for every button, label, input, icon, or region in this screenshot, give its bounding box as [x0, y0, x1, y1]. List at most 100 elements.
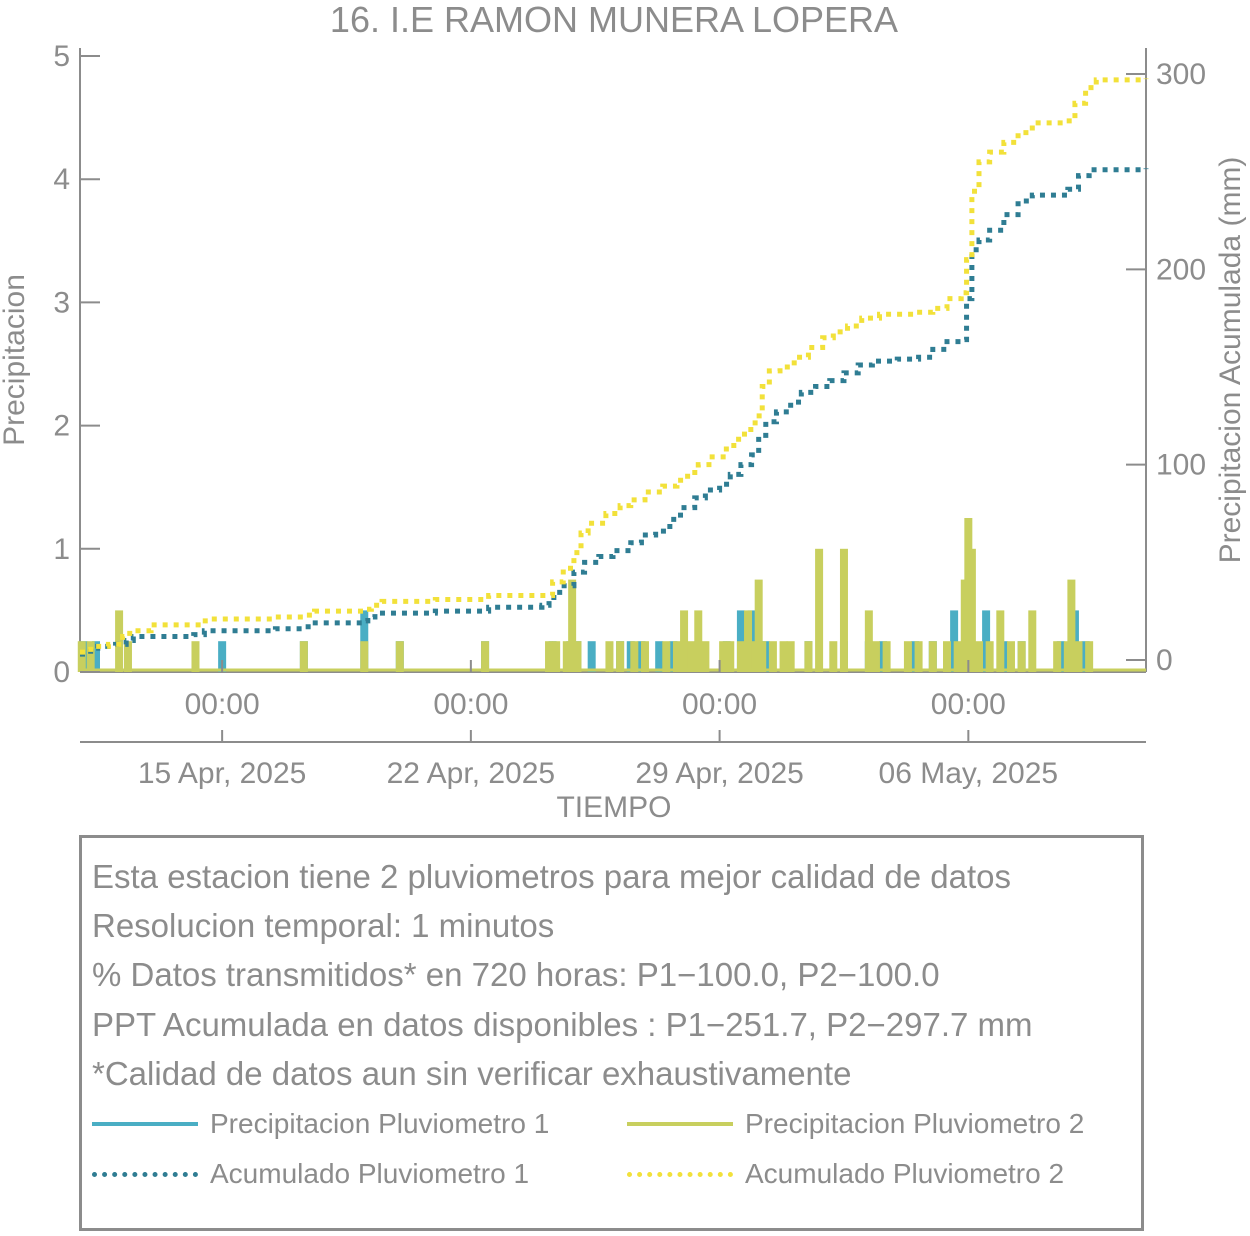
bar-pluviometro-2-8: [481, 641, 490, 672]
y-right-tick-label-3: 300: [1156, 58, 1206, 91]
bar-pluviometro-2-35: [815, 548, 824, 672]
bar-pluviometro-1-1: [91, 641, 100, 672]
legend-swatch-precip-2: [627, 1122, 733, 1126]
bar-pluviometro-2-11: [562, 641, 571, 672]
bar-pluviometro-1-14: [655, 641, 664, 672]
bar-pluviometro-2-27: [744, 610, 753, 672]
bar-pluviometro-2-25: [726, 641, 735, 672]
x-tick-date-label-0: 15 Apr, 2025: [138, 757, 307, 790]
bar-pluviometro-2-20: [680, 610, 689, 672]
bar-pluviometro-2-50: [985, 641, 994, 672]
bar-pluviometro-2-53: [1017, 641, 1026, 672]
bar-pluviometro-2-37: [839, 548, 848, 672]
bar-pluviometro-2-24: [719, 641, 728, 672]
bar-pluviometro-2-59: [1085, 641, 1094, 672]
bars-pluviometro-2: [77, 518, 1146, 672]
y-left-tick-label-4: 4: [53, 163, 70, 196]
bar-pluviometro-1-2: [218, 641, 227, 672]
bar-pluviometro-2-39: [871, 641, 880, 672]
bar-pluviometro-2-10: [552, 641, 561, 672]
legend-swatch-precip-1: [92, 1122, 198, 1126]
bar-pluviometro-2-31: [768, 641, 777, 672]
bar-pluviometro-2-58: [1074, 641, 1083, 672]
y-axis-left-label: Precipitacion: [0, 274, 31, 446]
info-line-transmitted: % Datos transmitidos* en 720 horas: P1−1…: [92, 956, 940, 993]
x-tick-date-label-2: 29 Apr, 2025: [635, 757, 804, 790]
info-line-resolution: Resolucion temporal: 1 minutos: [92, 907, 555, 944]
accumulated-lines: [80, 77, 1149, 657]
legend-item-accum-2: Acumulado Pluviometro 2: [627, 1158, 1064, 1190]
bar-pluviometro-2-9: [545, 641, 554, 672]
bar-pluviometro-2-13: [573, 641, 582, 672]
bar-pluviometro-2-4: [191, 641, 200, 672]
y-axis-right-label: Precipitacion Acumulada (mm): [1214, 157, 1247, 564]
bar-pluviometro-2-6: [360, 641, 369, 672]
bar-pluviometro-2-22: [694, 610, 703, 672]
legend-swatch-accum-1: [92, 1171, 198, 1177]
bar-pluviometro-2-44: [943, 641, 952, 672]
bar-pluviometro-2-40: [882, 641, 891, 672]
bar-pluviometro-2-41: [903, 641, 912, 672]
x-tick-time-label-2: 00:00: [682, 688, 757, 721]
bar-pluviometro-2-52: [1006, 641, 1015, 672]
bar-pluviometro-2-55: [1053, 641, 1062, 672]
bar-pluviometro-2-17: [640, 641, 649, 672]
bars-pluviometro-1: [79, 579, 1090, 672]
bar-pluviometro-2-30: [758, 641, 767, 672]
legend-swatch-accum-2: [627, 1171, 733, 1177]
x-tick-date-label-3: 06 May, 2025: [879, 757, 1059, 790]
info-line-accumulated: PPT Acumulada en datos disponibles : P1−…: [92, 1006, 1033, 1043]
bar-pluviometro-2-33: [786, 641, 795, 672]
bar-pluviometro-2-54: [1028, 610, 1037, 672]
x-tick-time-label-3: 00:00: [931, 688, 1006, 721]
bar-pluviometro-1-10: [587, 641, 596, 672]
bar-pluviometro-2-26: [736, 641, 745, 672]
x-tick-date-label-1: 22 Apr, 2025: [387, 757, 556, 790]
y-left-tick-label-0: 0: [53, 656, 70, 689]
bar-pluviometro-2-42: [914, 641, 923, 672]
x-tick-time-label-0: 00:00: [185, 688, 260, 721]
bar-pluviometro-2-5: [299, 641, 308, 672]
bar-pluviometro-2-16: [630, 641, 639, 672]
y-left-tick-label-3: 3: [53, 286, 70, 319]
bar-pluviometro-2-12: [568, 579, 577, 672]
line-acumulado-pluviometro-1: [80, 167, 1149, 657]
bar-pluviometro-2-15: [616, 641, 625, 672]
bar-pluviometro-2-38: [864, 610, 873, 672]
axes: 0 1 2 3 4 5 0 100 200 300 00:00 15 Apr, 2025 00:00 22…: [53, 40, 1206, 790]
bar-pluviometro-2-49: [974, 641, 983, 672]
legend-label-accum-1: Acumulado Pluviometro 1: [210, 1158, 530, 1189]
bar-pluviometro-2-3: [123, 641, 132, 672]
bar-pluviometro-2-57: [1067, 579, 1076, 672]
y-right-tick-label-2: 200: [1156, 253, 1206, 286]
bar-pluviometro-2-7: [395, 641, 404, 672]
bar-pluviometro-2-34: [804, 641, 813, 672]
bar-pluviometro-2-29: [754, 579, 763, 672]
line-acumulado-pluviometro-2: [80, 77, 1149, 655]
info-line-stations: Esta estacion tiene 2 pluviometros para …: [92, 858, 1012, 895]
x-axis-label: TIEMPO: [556, 791, 671, 824]
info-box: Esta estacion tiene 2 pluviometros para …: [79, 835, 1144, 1231]
info-line-quality-note: *Calidad de datos aun sin verificar exha…: [92, 1055, 852, 1092]
bar-pluviometro-2-19: [672, 641, 681, 672]
bar-pluviometro-2-36: [829, 641, 838, 672]
y-left-tick-label-1: 1: [53, 533, 70, 566]
y-left-tick-label-2: 2: [53, 410, 70, 443]
bar-pluviometro-2-23: [701, 641, 710, 672]
bar-pluviometro-2-48: [967, 548, 976, 672]
chart: 16. I.E RAMON MUNERA LOPERA 0 1 2 3 4 5 0 100 20…: [0, 0, 1247, 824]
bar-pluviometro-2-51: [996, 610, 1005, 672]
legend-label-precip-1: Precipitacion Pluviometro 1: [210, 1108, 550, 1139]
bar-pluviometro-2-21: [687, 641, 696, 672]
legend-item-precip-1: Precipitacion Pluviometro 1: [92, 1108, 549, 1140]
bar-pluviometro-2-32: [779, 641, 788, 672]
y-left-tick-label-5: 5: [53, 40, 70, 73]
legend-item-accum-1: Acumulado Pluviometro 1: [92, 1158, 529, 1190]
bar-pluviometro-2-1: [86, 641, 95, 672]
bar-pluviometro-2-45: [953, 641, 962, 672]
bar-pluviometro-2-18: [662, 641, 671, 672]
legend-label-accum-2: Acumulado Pluviometro 2: [745, 1158, 1065, 1189]
bar-pluviometro-2-2: [115, 610, 124, 672]
legend-item-precip-2: Precipitacion Pluviometro 2: [627, 1108, 1084, 1140]
chart-title: 16. I.E RAMON MUNERA LOPERA: [330, 0, 898, 40]
